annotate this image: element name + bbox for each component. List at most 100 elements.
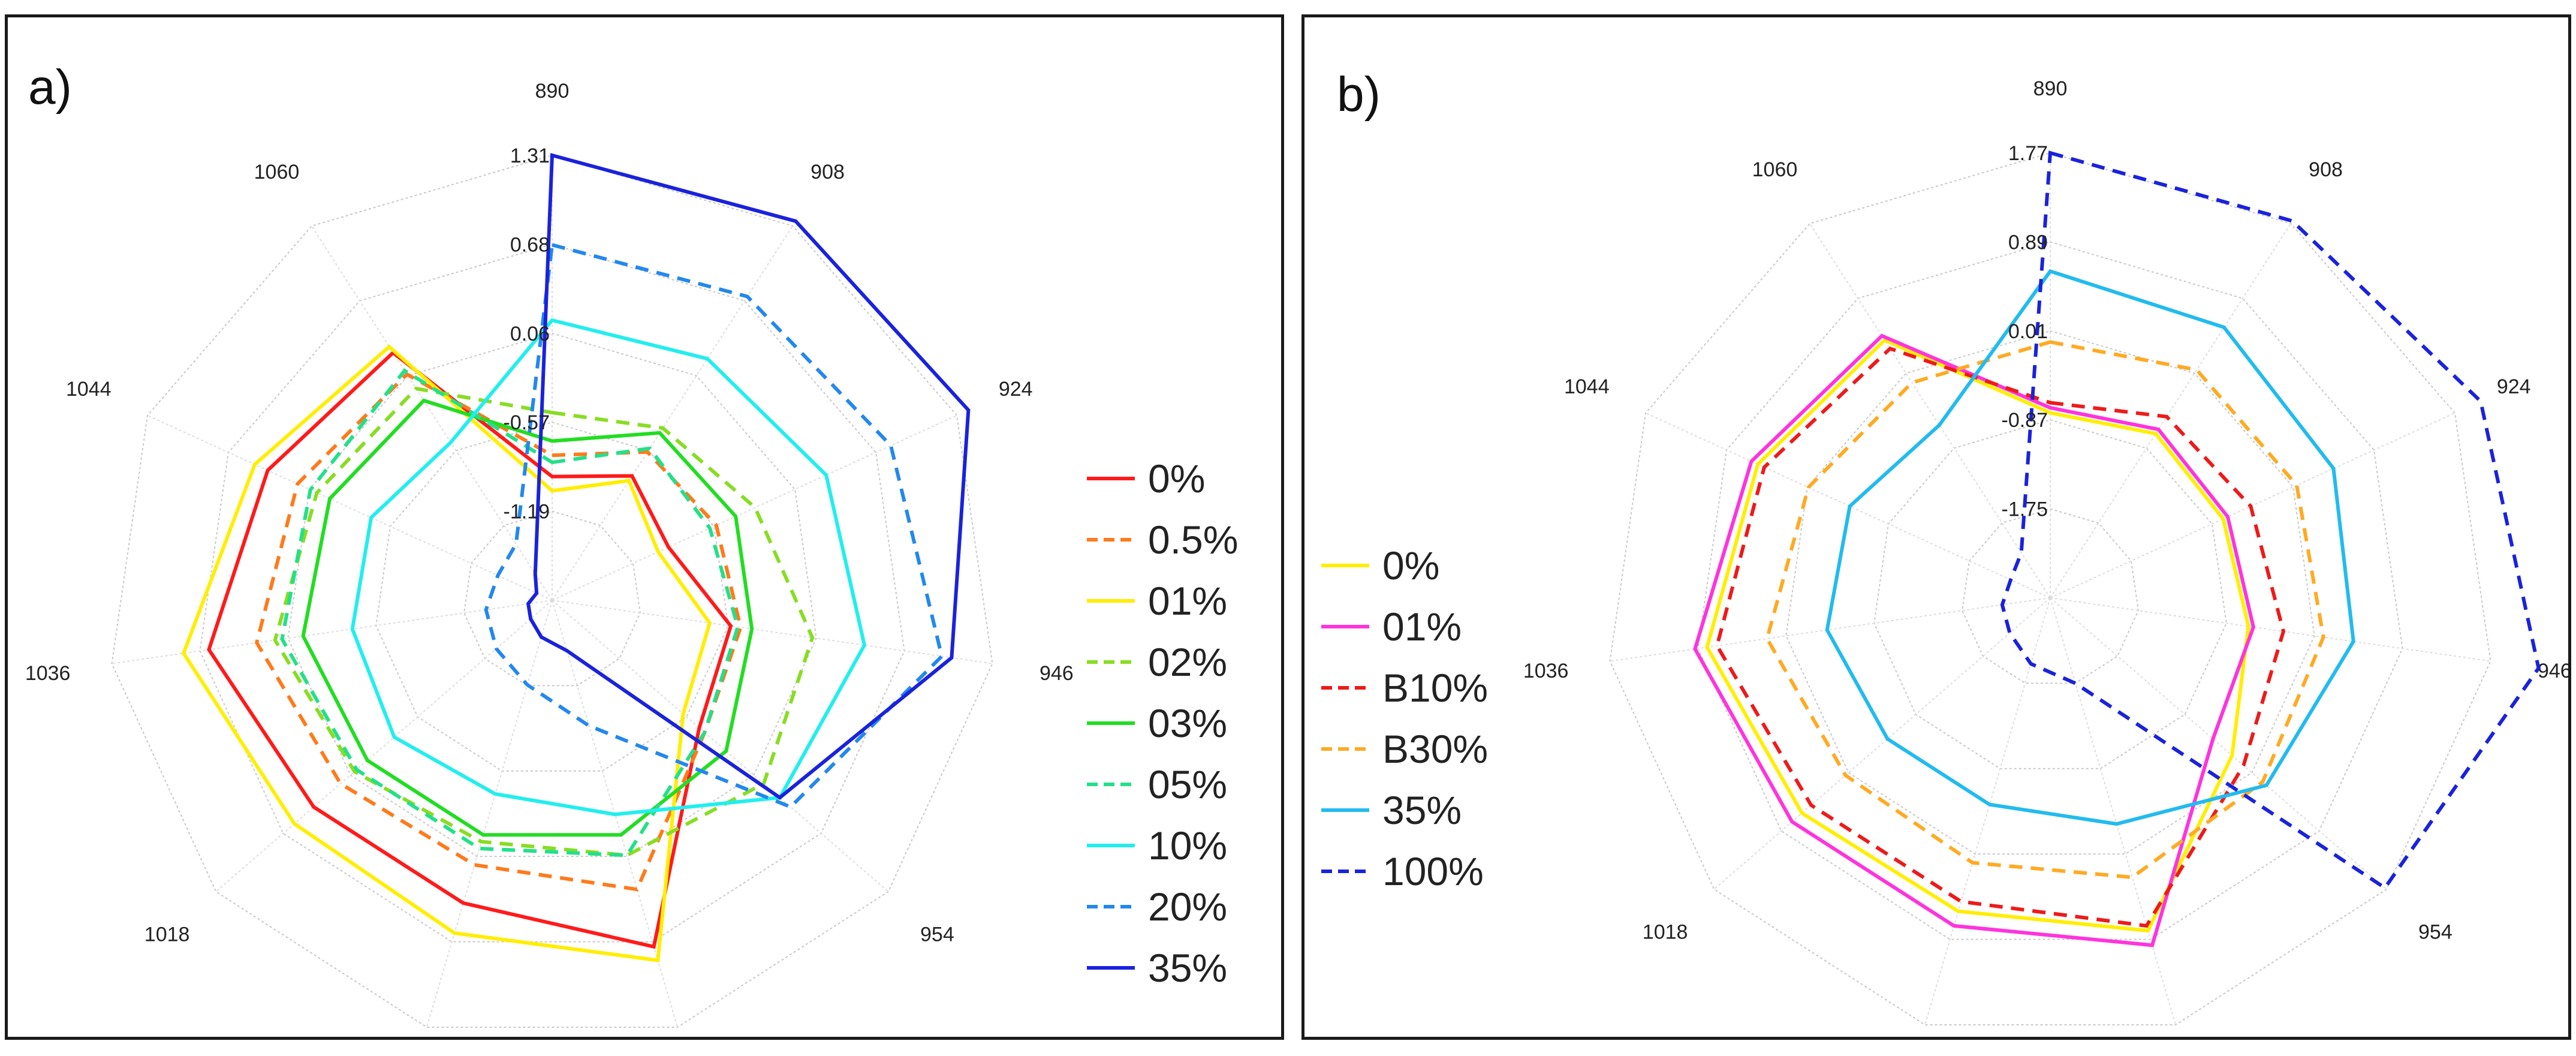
legend-swatch [1087,905,1135,908]
radial-axis [552,600,889,892]
legend-label: 35% [1382,788,1462,832]
series-line-01-pct [181,344,712,962]
radar-chart-a: 890908924946954974100010181036104410601.… [25,80,1074,1028]
legend-label: 01% [1382,604,1462,649]
legend-swatch [1087,477,1135,480]
legend-swatch [1321,625,1369,628]
legend-label: 35% [1148,946,1228,990]
legend-item: 10% [1087,815,1238,876]
radial-axis [426,600,553,1028]
legend-item: 01% [1321,596,1488,657]
legend-swatch [1087,783,1135,786]
grid-ring [1697,241,2403,940]
grid-ring [1962,508,2139,684]
series-line-03-pct [301,398,754,837]
legend-swatch [1087,844,1135,847]
series-line-35-pct [526,153,971,800]
radial-axis [2050,597,2177,1025]
legend-swatch [1321,870,1369,873]
legend-label: 0% [1148,456,1206,501]
radial-axis [2050,412,2456,598]
legend-swatch [1321,747,1369,751]
radial-tick-label: 0.06 [510,323,550,345]
series-line-20-pct [484,242,944,810]
legend-label: 0% [1382,543,1440,588]
grid-ring [199,243,905,943]
panel-label-b: b) [1337,67,1381,122]
legend-swatch [1087,538,1135,541]
legend-swatch [1087,721,1135,725]
legend-label: 01% [1148,579,1228,623]
category-label: 954 [920,923,954,946]
legend-item: 0% [1321,535,1488,596]
radial-tick-label: 0.01 [2008,320,2048,343]
legend-item: 02% [1087,631,1238,693]
category-label: 946 [2538,660,2568,682]
legend-b: 0% 01% B10% B30% 35% 100% [1321,535,1488,902]
radial-tick-label: -1.19 [504,501,550,524]
radial-axis [1645,412,2051,598]
radial-tick-label: -1.75 [2002,498,2048,521]
category-label: 946 [1040,662,1074,685]
radial-axis [1713,597,2051,890]
series-line-0-pct [207,350,733,949]
legend-swatch [1321,564,1369,567]
grid-ring [1785,330,2315,855]
legend-item: 0.5% [1087,509,1238,570]
series-line-05-pct [255,372,743,892]
grid-ring [1609,152,2491,1025]
radial-tick-label: 1.31 [510,145,550,167]
grid-ring [111,154,993,1028]
legend-label: 0.5% [1148,518,1239,562]
legend-item: 05% [1087,754,1238,815]
legend-item: 01% [1087,570,1238,631]
legend-item: 35% [1321,780,1488,841]
series-line-02-pct [273,386,815,858]
grid-ring [463,510,641,687]
legend-label: 05% [1148,762,1228,807]
radial-axis [552,600,993,664]
radial-axis [2050,597,2387,890]
radar-chart-b: 890908924946954974100010181036104410601.… [1523,77,2568,1025]
series-line-10-pct [350,318,867,817]
radial-axis [552,225,793,601]
legend-label: B30% [1382,727,1489,771]
series-line-05-pct [280,368,740,858]
legend-label: B10% [1382,666,1489,710]
legend-label: 03% [1148,701,1228,745]
radial-tick-label: 1.77 [2008,142,2048,165]
category-label: 908 [811,161,845,183]
radial-axis [1924,597,2051,1025]
category-label: 1018 [1643,921,1688,944]
radial-axis [2050,597,2491,662]
series-line-B30-pct [1765,340,2325,880]
legend-item: 0% [1087,448,1238,509]
legend-item: B30% [1321,718,1488,780]
legend-label: 100% [1382,849,1484,893]
legend-item: 03% [1087,693,1238,754]
radial-axis [1610,597,2051,662]
radial-tick-label: -0.57 [504,411,550,434]
category-label: 954 [2418,921,2453,944]
category-label: 908 [2309,158,2343,181]
legend-item: 20% [1087,876,1238,937]
radial-tick-label: 0.89 [2008,231,2048,254]
legend-label: 10% [1148,823,1228,868]
category-label: 1018 [144,923,190,946]
chart-panel-a: 890908924946954974100010181036104410601.… [5,14,1284,1040]
category-label: 1044 [66,378,112,401]
category-label: 1036 [25,662,71,685]
category-label: 1036 [1523,660,1569,682]
category-label: 1060 [254,161,300,183]
category-label: 924 [2497,375,2531,398]
legend-a: 0% 0.5% 01% 02% 03% 05% 10% 20% 35% [1087,448,1238,998]
radial-axis [2050,223,2291,598]
legend-swatch [1321,808,1369,812]
series-line-B10-pct [1715,346,2286,928]
legend-label: 02% [1148,640,1228,684]
series-line-0-pct [1705,338,2250,933]
series-line-100-pct [2000,151,2541,890]
legend-item: 35% [1087,937,1238,998]
panel-label-a: a) [28,60,72,115]
category-label: 1060 [1752,158,1798,181]
